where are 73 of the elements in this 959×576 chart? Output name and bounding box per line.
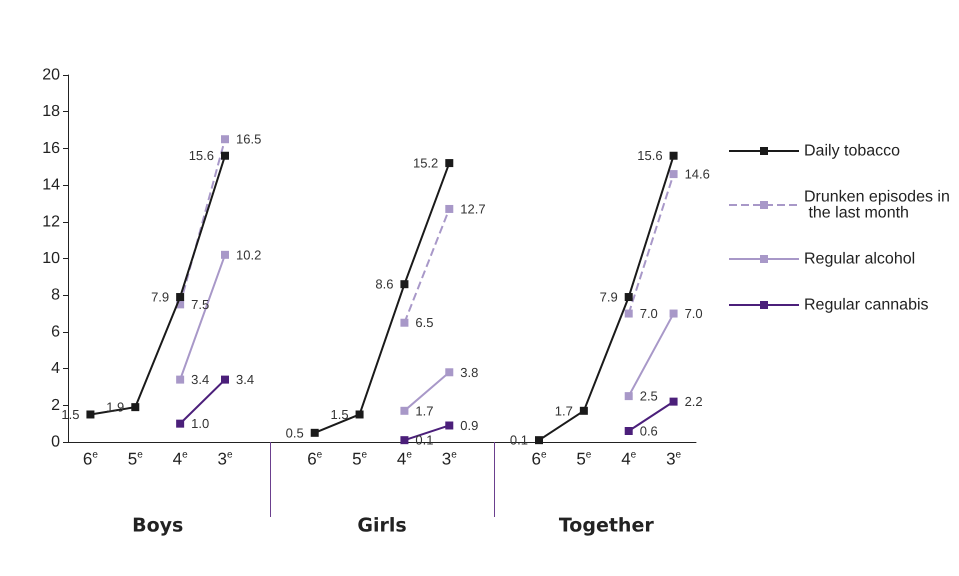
data-label: 1.5	[330, 406, 349, 422]
data-label: 2.2	[684, 394, 703, 410]
legend-label: Drunken episodes in the last month	[804, 188, 950, 222]
legend-label: Daily tobacco	[804, 142, 900, 160]
data-label: 8.6	[375, 276, 394, 292]
y-tick-label: 6	[51, 323, 60, 340]
point	[580, 406, 588, 415]
data-label: 7.9	[151, 290, 170, 305]
point	[624, 293, 633, 302]
y-tick-label: 14	[42, 176, 60, 194]
point	[670, 310, 678, 318]
point	[624, 426, 633, 435]
data-label: 15.2	[412, 156, 438, 171]
data-label: 14.6	[684, 166, 710, 182]
data-label: 1.0	[191, 416, 210, 432]
text: Girls	[357, 514, 407, 536]
point	[445, 204, 454, 213]
data-label: 6.5	[415, 315, 434, 330]
y-tick-label: 20	[42, 66, 60, 84]
data-label: 1.7	[554, 403, 573, 418]
point	[176, 376, 184, 384]
data-label: 16.5	[236, 132, 262, 147]
data-label: 15.6	[637, 148, 663, 164]
data-label: 0.6	[640, 423, 658, 438]
data-label: 1.7	[415, 403, 434, 418]
data-label: 3.8	[460, 364, 478, 380]
data-label: 10.2	[236, 247, 262, 262]
data-label: 3.4	[191, 372, 210, 388]
point	[670, 170, 678, 178]
point	[445, 421, 454, 430]
point	[535, 436, 543, 444]
point	[221, 376, 229, 384]
text: Boys	[132, 514, 184, 536]
point	[400, 280, 408, 288]
point	[445, 159, 454, 168]
point	[670, 152, 678, 160]
legend-label: Regular cannabis	[804, 296, 929, 314]
data-label: 15.6	[188, 148, 214, 164]
point	[176, 293, 184, 302]
y-tick-label: 0	[51, 434, 60, 450]
point	[131, 403, 140, 412]
point	[221, 135, 229, 144]
point	[356, 410, 364, 418]
point	[400, 318, 408, 327]
data-label: 3.4	[236, 372, 254, 388]
point	[221, 152, 229, 160]
point	[445, 368, 454, 376]
data-label: 7.5	[191, 296, 210, 312]
y-tick-label: 12	[42, 213, 60, 230]
y-tick-label: 18	[42, 103, 60, 120]
point	[624, 392, 633, 400]
legend-label: Regular alcohol	[804, 250, 916, 268]
point	[400, 406, 408, 415]
y-tick-label: 4	[51, 360, 60, 378]
data-label: 7.9	[600, 290, 618, 305]
data-label: 0.5	[286, 425, 304, 440]
y-tick-label: 8	[51, 286, 60, 304]
data-label: 7.0	[640, 306, 658, 322]
point	[176, 420, 184, 428]
data-label: 0.9	[460, 418, 478, 433]
data-label: 2.5	[640, 388, 658, 404]
point	[86, 410, 94, 418]
y-tick-label: 10	[42, 250, 60, 267]
point	[670, 398, 678, 406]
text: Together	[558, 514, 654, 536]
data-label: 12.7	[460, 201, 486, 216]
point	[624, 310, 633, 318]
point	[221, 250, 229, 259]
y-tick-label: 2	[51, 396, 60, 414]
point	[310, 428, 319, 437]
data-label: 7.0	[684, 306, 703, 322]
point	[400, 436, 408, 444]
y-tick-label: 16	[42, 140, 60, 157]
